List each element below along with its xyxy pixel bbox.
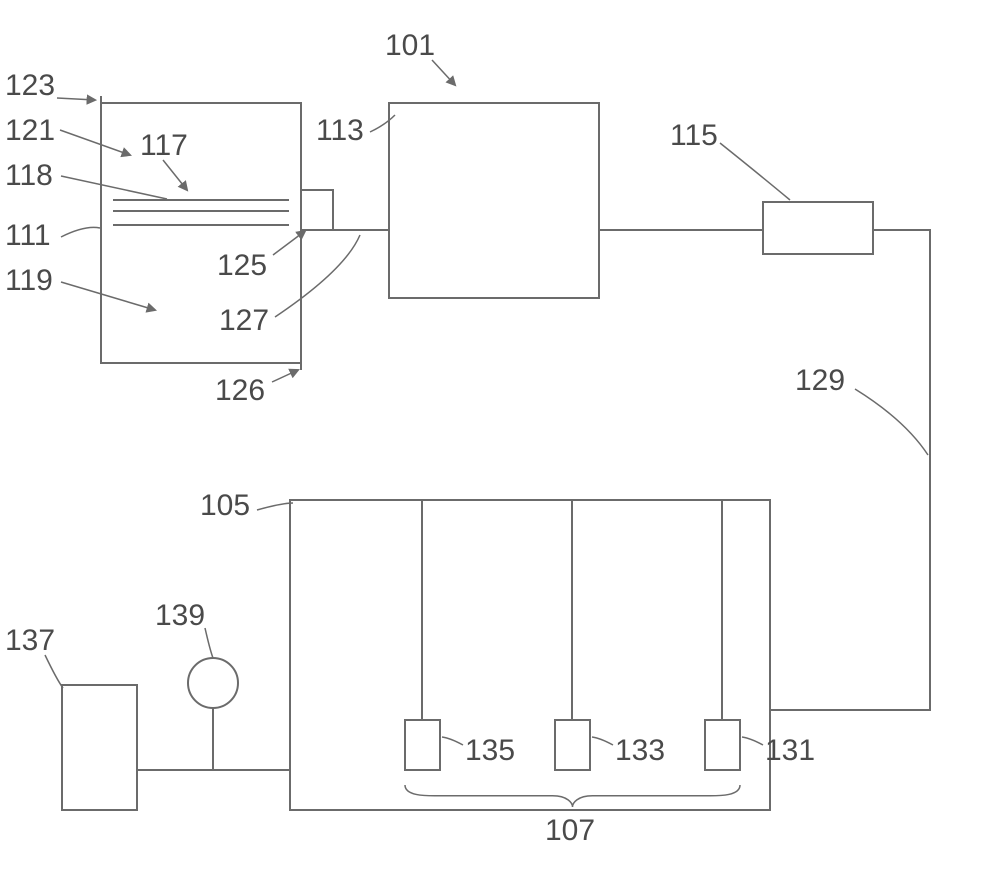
label-l121: 121	[5, 114, 55, 147]
leader-l127	[275, 235, 360, 317]
leader-l105	[257, 503, 293, 510]
leader-l115	[720, 143, 790, 200]
box-b137	[62, 685, 137, 810]
label-l123: 123	[5, 69, 55, 102]
leader-l126	[272, 370, 298, 382]
leader-l131	[742, 737, 763, 745]
leader-l123	[57, 98, 95, 100]
box-b135	[405, 720, 440, 770]
box-b125	[301, 190, 333, 230]
polyline-p129	[770, 230, 930, 710]
box-b105	[290, 500, 770, 810]
label-l107: 107	[545, 814, 595, 847]
label-l101: 101	[385, 29, 435, 62]
leader-l133	[592, 737, 613, 745]
leader-l101	[432, 60, 455, 85]
leader-l119	[61, 282, 155, 310]
bracket-107	[405, 785, 740, 807]
label-l129: 129	[795, 364, 845, 397]
label-l125: 125	[217, 249, 267, 282]
label-l126: 126	[215, 374, 265, 407]
label-l133: 133	[615, 734, 665, 767]
circle-139	[188, 658, 238, 708]
label-l118: 118	[5, 159, 53, 192]
box-b113	[389, 103, 599, 298]
label-l113: 113	[316, 114, 364, 147]
leader-l135	[442, 737, 463, 745]
leader-l137	[45, 655, 63, 688]
label-l131: 131	[765, 734, 815, 767]
leader-l113	[370, 115, 395, 132]
box-b133	[555, 720, 590, 770]
label-l119: 119	[5, 264, 53, 297]
label-l105: 105	[200, 489, 250, 522]
label-l127: 127	[219, 304, 269, 337]
label-l139: 139	[155, 599, 205, 632]
label-l117: 117	[140, 129, 188, 162]
leader-l118	[61, 176, 167, 199]
box-b111	[101, 103, 301, 363]
leader-l129	[855, 389, 928, 455]
label-l115: 115	[670, 119, 718, 152]
label-l111: 111	[5, 219, 51, 252]
box-b115	[763, 202, 873, 254]
leader-l111	[61, 227, 100, 237]
leader-l139	[205, 628, 213, 658]
box-b131	[705, 720, 740, 770]
leader-l117	[163, 160, 187, 190]
label-l135: 135	[465, 734, 515, 767]
label-l137: 137	[5, 624, 55, 657]
leader-l121arrow	[60, 130, 130, 155]
